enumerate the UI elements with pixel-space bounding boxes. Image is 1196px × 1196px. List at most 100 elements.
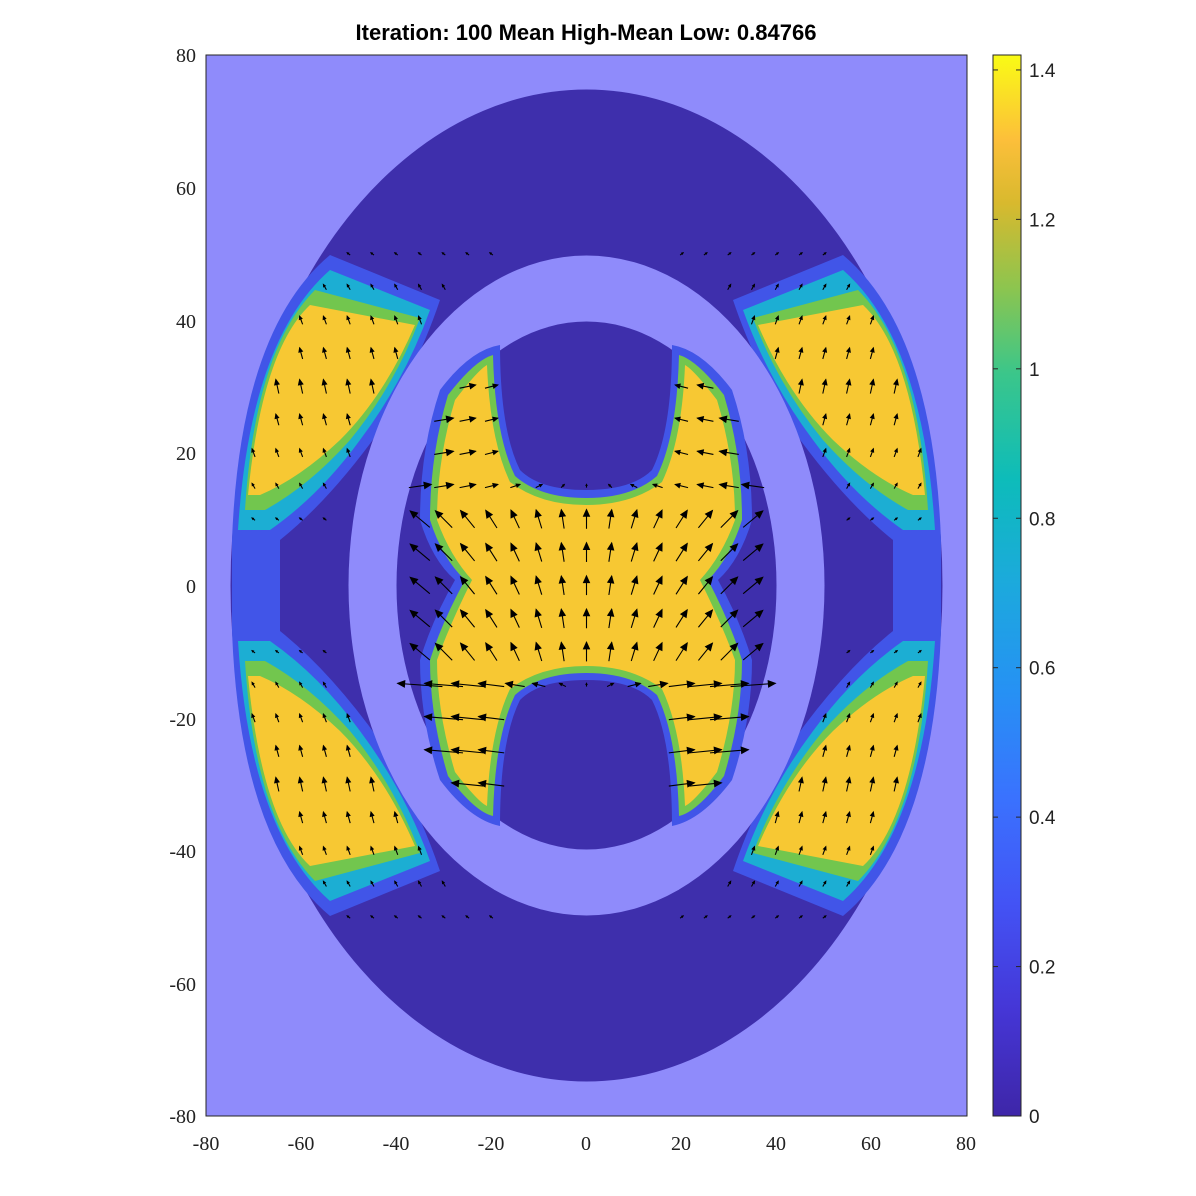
quiver-arrow <box>275 712 280 723</box>
quiver-arrow <box>822 413 828 426</box>
quiver-arrow <box>534 541 543 562</box>
quiver-arrow <box>917 712 922 723</box>
quiver-arrow <box>322 845 327 856</box>
quiver-arrow <box>917 447 922 458</box>
quiver-arrow <box>630 641 639 662</box>
quiver-arrow <box>822 447 827 458</box>
quiver-arrow <box>845 413 851 426</box>
quiver-arrow <box>917 517 922 521</box>
quiver-arrow <box>322 482 327 489</box>
quiver-arrow <box>417 315 423 325</box>
quiver-arrow <box>434 543 453 562</box>
quiver-arrow <box>251 681 256 688</box>
quiver-arrow <box>798 810 804 824</box>
quiver-arrow <box>696 382 714 390</box>
quiver-arrow <box>720 609 739 628</box>
quiver-arrow <box>370 283 375 290</box>
quiver-arrow <box>675 575 688 595</box>
quiver-arrow <box>450 680 484 689</box>
x-tick-label: -60 <box>288 1133 315 1155</box>
quiver-arrow <box>477 713 505 722</box>
quiver-arrow <box>917 649 922 654</box>
quiver-arrow <box>689 779 723 788</box>
quiver-arrow <box>870 517 875 521</box>
quiver-arrow <box>510 483 522 489</box>
colorbar-tick-label: 1.2 <box>1029 210 1055 231</box>
quiver-arrow <box>484 482 499 489</box>
quiver-arrow <box>674 416 689 423</box>
quiver-arrow <box>697 575 714 595</box>
colorbar: 1.4 1.2 1 0.8 0.6 0.4 0.2 0 <box>992 54 1056 1128</box>
quiver-arrow <box>869 413 875 426</box>
quiver-arrow <box>774 315 780 325</box>
lobe-upper-left <box>232 255 440 540</box>
quiver-arrow <box>298 712 304 723</box>
quiver-arrow <box>441 880 446 887</box>
quiver-arrow <box>321 378 328 394</box>
quiver-arrow <box>441 252 446 256</box>
quiver-arrow <box>297 378 304 394</box>
quiver-arrow <box>751 252 756 256</box>
quiver-arrow <box>459 542 476 562</box>
quiver-arrow <box>870 649 875 654</box>
quiver-arrow <box>450 779 484 788</box>
quiver-arrow <box>674 449 689 456</box>
colorbar-tick-label: 0.8 <box>1029 509 1055 530</box>
quiver-arrow <box>346 845 351 856</box>
quiver-arrow <box>585 483 588 488</box>
quiver-arrow <box>484 383 499 389</box>
quiver-arrow <box>720 642 739 661</box>
quiver-arrow <box>742 576 764 595</box>
quiver-arrow <box>822 283 827 290</box>
quiver-arrow <box>846 517 851 521</box>
quiver-arrow <box>441 283 446 290</box>
quiver-arrow <box>668 713 696 722</box>
quiver-arrow <box>774 880 779 887</box>
quiver-arrow <box>370 252 375 256</box>
quiver-arrow <box>369 776 376 792</box>
quiver-arrow <box>718 415 739 424</box>
quiver-arrow <box>822 346 828 360</box>
y-tick-label: 20 <box>176 443 196 465</box>
quiver-arrow <box>459 609 476 628</box>
quiver-arrow <box>697 609 714 628</box>
quiver-arrow <box>477 680 505 689</box>
quiver-arrow <box>606 541 615 562</box>
quiver-arrow <box>653 608 663 628</box>
quiver-arrow <box>709 746 750 755</box>
quiver-arrow <box>821 776 828 792</box>
quiver-arrow <box>869 744 875 757</box>
quiver-arrow <box>322 649 327 654</box>
x-tick-label: -80 <box>193 1133 220 1155</box>
quiver-arrow <box>709 713 750 722</box>
quiver-arrow <box>560 483 566 489</box>
quiver-arrow <box>459 449 477 456</box>
quiver-arrow <box>675 641 688 661</box>
quiver-arrow <box>477 746 505 755</box>
quiver-arrow <box>558 541 567 562</box>
quiver-arrow <box>298 810 304 824</box>
y-tick-label: -40 <box>169 841 196 863</box>
quiver-arrow <box>485 509 498 529</box>
quiver-arrow <box>298 315 304 325</box>
quiver-arrow <box>322 413 328 426</box>
quiver-arrow <box>750 845 756 856</box>
quiver-arrow <box>845 378 852 394</box>
quiver-arrow <box>774 252 780 256</box>
quiver-arrow <box>606 574 615 595</box>
quiver-arrow <box>510 542 520 562</box>
quiver-arrow <box>582 541 591 562</box>
quiver-arrow <box>322 880 327 887</box>
quiver-arrow <box>510 575 520 595</box>
quiver-arrow <box>750 880 756 887</box>
x-tick-label: 0 <box>581 1133 591 1155</box>
quiver-arrow <box>369 346 375 360</box>
quiver-arrow <box>396 679 443 688</box>
quiver-arrow <box>297 776 304 792</box>
quiver-arrow <box>393 346 399 360</box>
quiver-arrow <box>774 283 779 290</box>
quiver-arrow <box>434 481 455 490</box>
quiver-arrow <box>346 712 351 723</box>
quiver-arrow <box>510 509 520 529</box>
quiver-arrow <box>393 810 399 824</box>
